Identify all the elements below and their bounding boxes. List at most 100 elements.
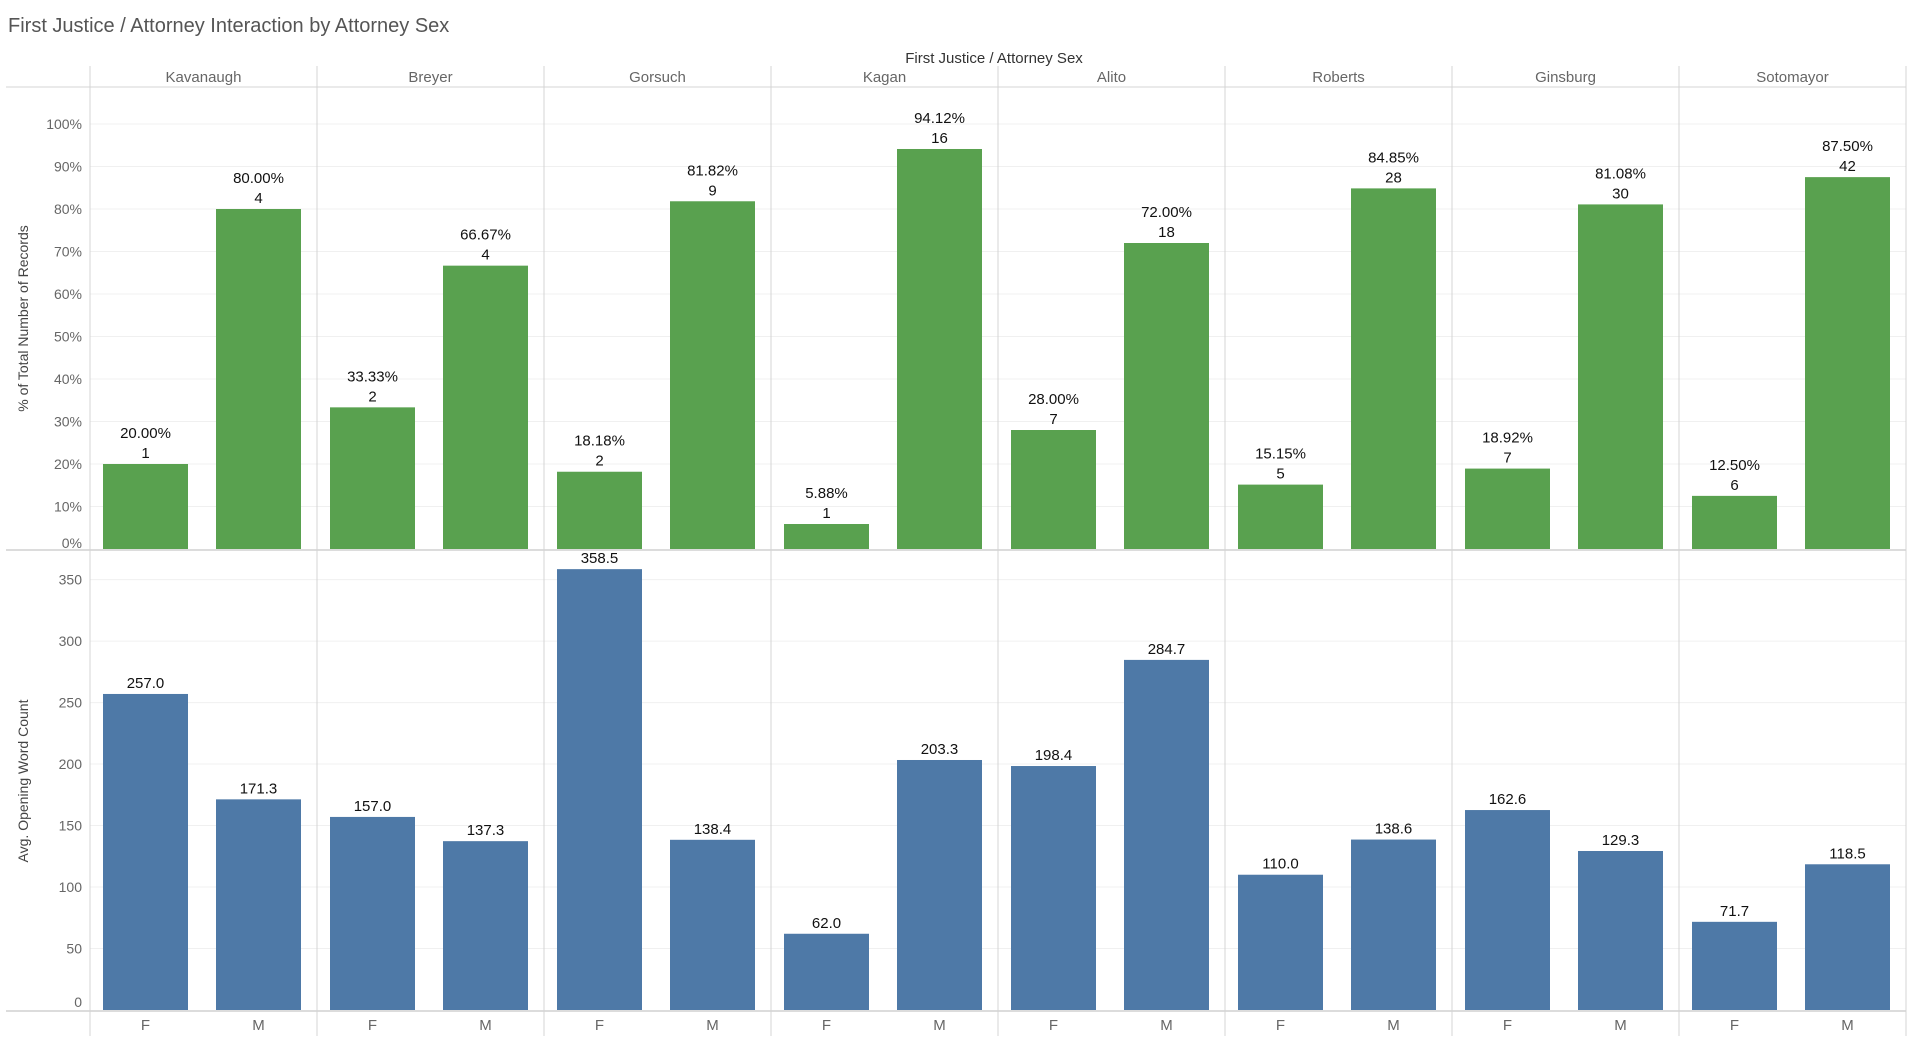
avg-value-label: 157.0 — [354, 798, 392, 815]
y-tick-label: 70% — [54, 244, 82, 260]
avg-bar — [1011, 766, 1096, 1010]
avg-value-label: 137.3 — [467, 822, 505, 839]
x-tick-label: M — [252, 1017, 265, 1034]
avg-value-label: 162.6 — [1489, 791, 1527, 808]
column-header-label: Ginsburg — [1535, 69, 1596, 86]
count-value-label: 7 — [1049, 411, 1057, 428]
count-value-label: 16 — [931, 130, 948, 147]
count-value-label: 18 — [1158, 224, 1175, 241]
y-tick-label: 0% — [62, 535, 82, 551]
y-tick-label: 250 — [59, 695, 83, 711]
x-tick-label: F — [1503, 1017, 1512, 1034]
y-tick-label: 90% — [54, 159, 82, 175]
y-axis-title: % of Total Number of Records — [15, 225, 31, 412]
x-tick-label: M — [1614, 1017, 1627, 1034]
count-value-label: 1 — [141, 445, 149, 462]
y-tick-label: 60% — [54, 286, 82, 302]
count-value-label: 2 — [595, 453, 603, 470]
x-tick-label: F — [822, 1017, 831, 1034]
pct-bar — [1238, 484, 1323, 549]
x-tick-label: M — [1387, 1017, 1400, 1034]
pct-value-label: 18.18% — [574, 433, 625, 450]
avg-bar — [443, 841, 528, 1010]
pct-bar — [1351, 188, 1436, 549]
pct-bar — [897, 148, 982, 550]
pct-bar — [557, 471, 642, 549]
x-tick-label: F — [595, 1017, 604, 1034]
avg-value-label: 110.0 — [1262, 856, 1298, 873]
avg-value-label: 129.3 — [1602, 832, 1640, 849]
avg-bar — [784, 933, 869, 1010]
pct-bar — [1124, 243, 1209, 549]
y-tick-label: 200 — [59, 756, 83, 772]
pct-bar — [103, 464, 188, 549]
pct-bar — [784, 524, 869, 549]
pct-bar — [670, 201, 755, 549]
column-header-label: Roberts — [1312, 69, 1365, 86]
avg-value-label: 62.0 — [812, 915, 841, 932]
avg-bar — [897, 759, 982, 1010]
pct-value-label: 81.82% — [687, 162, 738, 179]
column-header-label: Alito — [1097, 69, 1126, 86]
avg-value-label: 284.7 — [1148, 641, 1186, 658]
count-value-label: 1 — [822, 505, 830, 522]
column-header-label: Kagan — [863, 69, 906, 86]
avg-value-label: 171.3 — [240, 780, 278, 797]
avg-value-label: 203.3 — [921, 741, 959, 758]
bars-layer — [103, 148, 1890, 1010]
count-value-label: 4 — [481, 247, 489, 264]
pct-value-label: 72.00% — [1141, 204, 1192, 221]
pct-value-label: 94.12% — [914, 110, 965, 127]
avg-bar — [1124, 659, 1209, 1010]
avg-value-label: 198.4 — [1035, 747, 1073, 764]
avg-bar — [670, 839, 755, 1010]
count-value-label: 7 — [1503, 450, 1511, 467]
y-tick-label: 350 — [59, 572, 83, 588]
pct-value-label: 66.67% — [460, 227, 511, 244]
avg-bar — [330, 816, 415, 1010]
y-tick-label: 10% — [54, 499, 82, 515]
pct-value-label: 18.92% — [1482, 430, 1533, 447]
column-header-label: Sotomayor — [1756, 69, 1829, 86]
pct-value-label: 84.85% — [1368, 149, 1419, 166]
y-tick-label: 50% — [54, 329, 82, 345]
count-value-label: 2 — [368, 388, 376, 405]
pct-value-label: 81.08% — [1595, 165, 1646, 182]
avg-bar — [1692, 921, 1777, 1010]
count-value-label: 42 — [1839, 158, 1856, 175]
avg-bar — [103, 693, 188, 1010]
count-value-label: 5 — [1276, 466, 1284, 483]
x-tick-label: F — [141, 1017, 150, 1034]
y-tick-label: 40% — [54, 371, 82, 387]
avg-value-label: 138.4 — [694, 821, 732, 838]
y-tick-label: 150 — [59, 818, 83, 834]
y-tick-label: 80% — [54, 201, 82, 217]
x-tick-label: F — [1730, 1017, 1739, 1034]
avg-bar — [1578, 850, 1663, 1010]
pct-value-label: 33.33% — [347, 368, 398, 385]
x-tick-label: M — [479, 1017, 492, 1034]
pct-bar — [330, 407, 415, 549]
pct-value-label: 28.00% — [1028, 391, 1079, 408]
x-tick-label: M — [1160, 1017, 1173, 1034]
pct-bar — [1692, 495, 1777, 549]
avg-bar — [216, 799, 301, 1010]
y-tick-label: 300 — [59, 633, 83, 649]
y-tick-label: 20% — [54, 456, 82, 472]
avg-value-label: 118.5 — [1829, 845, 1865, 862]
pct-bar — [1465, 468, 1550, 549]
count-value-label: 28 — [1385, 169, 1402, 186]
column-header-label: Breyer — [408, 69, 452, 86]
x-tick-label: M — [933, 1017, 946, 1034]
chart-title: First Justice / Attorney Interaction by … — [8, 15, 449, 37]
y-tick-label: 100 — [59, 879, 83, 895]
count-value-label: 9 — [708, 182, 716, 199]
count-value-label: 6 — [1730, 477, 1738, 494]
pct-value-label: 20.00% — [120, 425, 171, 442]
y-tick-label: 100% — [46, 116, 82, 132]
pct-bar — [1578, 204, 1663, 549]
x-tick-label: F — [1276, 1017, 1285, 1034]
pct-bar — [216, 209, 301, 549]
pct-bar — [443, 265, 528, 549]
